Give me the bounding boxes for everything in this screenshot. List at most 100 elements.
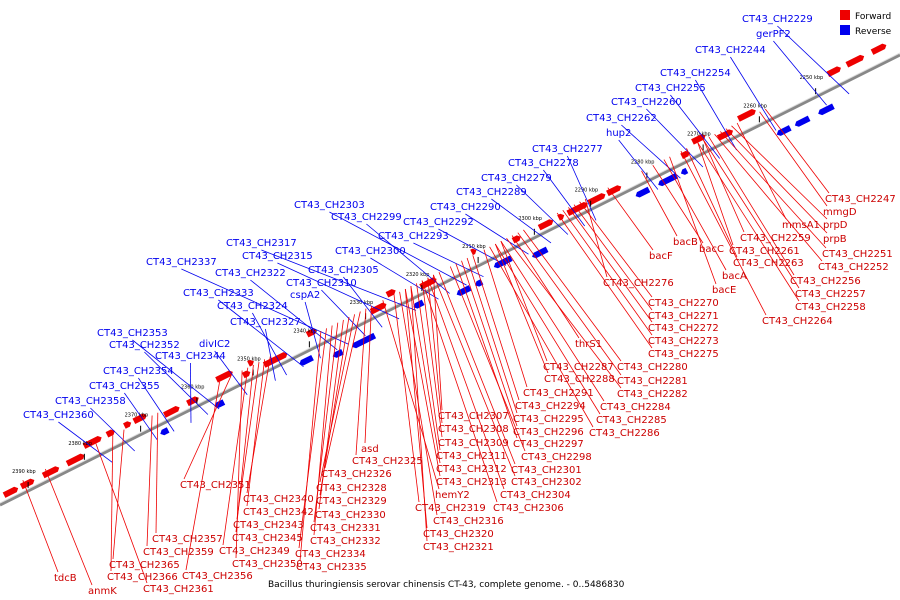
forward-gene-label[interactable]: CT43_CH2270 <box>648 298 719 309</box>
forward-gene-label[interactable]: CT43_CH2308 <box>438 424 509 435</box>
reverse-gene-label[interactable]: CT43_CH2337 <box>146 257 217 268</box>
forward-gene-label[interactable]: CT43_CH2285 <box>596 415 667 426</box>
forward-gene-label[interactable]: CT43_CH2280 <box>617 362 688 373</box>
reverse-gene-label[interactable]: CT43_CH2353 <box>97 328 168 339</box>
forward-gene-label[interactable]: CT43_CH2319 <box>415 503 486 514</box>
reverse-gene-label[interactable]: divIC2 <box>199 339 230 350</box>
reverse-gene-label[interactable]: CT43_CH2305 <box>308 265 379 276</box>
reverse-gene-label[interactable]: CT43_CH2310 <box>286 278 357 289</box>
forward-gene-label[interactable]: CT43_CH2261 <box>729 246 800 257</box>
reverse-gene-label[interactable]: CT43_CH2229 <box>742 14 813 25</box>
forward-gene-label[interactable]: CT43_CH2343 <box>233 520 304 531</box>
forward-gene-label[interactable]: CT43_CH2291 <box>523 388 594 399</box>
reverse-gene-label[interactable]: hup2 <box>606 128 631 139</box>
forward-gene-label[interactable]: anmK <box>88 586 117 597</box>
forward-gene-label[interactable]: CT43_CH2345 <box>232 533 303 544</box>
forward-gene-label[interactable]: CT43_CH2309 <box>438 438 509 449</box>
forward-gene-label[interactable]: CT43_CH2263 <box>733 258 804 269</box>
forward-gene-label[interactable]: CT43_CH2359 <box>143 547 214 558</box>
reverse-gene-label[interactable]: CT43_CH2327 <box>230 317 301 328</box>
forward-gene-label[interactable]: CT43_CH2257 <box>795 289 866 300</box>
forward-gene-label[interactable]: CT43_CH2294 <box>515 401 586 412</box>
forward-gene-label[interactable]: CT43_CH2271 <box>648 311 719 322</box>
forward-gene-label[interactable]: CT43_CH2331 <box>310 523 381 534</box>
reverse-gene-label[interactable]: CT43_CH2254 <box>660 68 731 79</box>
forward-gene-label[interactable]: bacA <box>722 271 747 282</box>
reverse-gene-label[interactable]: CT43_CH2289 <box>456 187 527 198</box>
reverse-gene-label[interactable]: CT43_CH2354 <box>103 366 174 377</box>
forward-gene-label[interactable]: CT43_CH2264 <box>762 316 833 327</box>
forward-gene-label[interactable]: CT43_CH2320 <box>423 529 494 540</box>
forward-gene-label[interactable]: CT43_CH2297 <box>513 439 584 450</box>
reverse-gene-label[interactable]: CT43_CH2260 <box>611 97 682 108</box>
reverse-gene-label[interactable]: CT43_CH2293 <box>378 231 449 242</box>
reverse-gene-label[interactable]: CT43_CH2277 <box>532 144 603 155</box>
forward-gene-label[interactable]: CT43_CH2329 <box>316 496 387 507</box>
forward-gene-label[interactable]: CT43_CH2311 <box>436 451 507 462</box>
forward-gene-label[interactable]: CT43_CH2326 <box>321 469 392 480</box>
forward-gene-label[interactable]: CT43_CH2295 <box>513 414 584 425</box>
reverse-gene-label[interactable]: cspA2 <box>290 290 320 301</box>
forward-gene-label[interactable]: CT43_CH2357 <box>152 534 223 545</box>
forward-gene-label[interactable]: CT43_CH2302 <box>511 477 582 488</box>
forward-gene-label[interactable]: bacC <box>699 244 724 255</box>
forward-gene-label[interactable]: CT43_CH2342 <box>243 507 314 518</box>
forward-gene-label[interactable]: hemY2 <box>435 490 470 501</box>
forward-gene-label[interactable]: bacB <box>673 237 698 248</box>
forward-gene-label[interactable]: prpD <box>823 220 848 231</box>
reverse-gene-label[interactable]: CT43_CH2290 <box>430 202 501 213</box>
forward-gene-label[interactable]: CT43_CH2313 <box>436 477 507 488</box>
forward-gene-label[interactable]: CT43_CH2325 <box>352 456 423 467</box>
reverse-gene-label[interactable]: CT43_CH2299 <box>331 212 402 223</box>
forward-gene-label[interactable]: CT43_CH2335 <box>296 562 367 573</box>
reverse-gene-label[interactable]: CT43_CH2317 <box>226 238 297 249</box>
reverse-gene-label[interactable]: CT43_CH2358 <box>55 396 126 407</box>
forward-gene-label[interactable]: CT43_CH2247 <box>825 194 896 205</box>
forward-gene-label[interactable]: CT43_CH2356 <box>182 571 253 582</box>
forward-gene-label[interactable]: CT43_CH2275 <box>648 349 719 360</box>
forward-gene-label[interactable]: CT43_CH2307 <box>438 411 509 422</box>
forward-gene-label[interactable]: mmsA1 <box>782 220 820 231</box>
reverse-gene-label[interactable]: CT43_CH2315 <box>242 251 313 262</box>
reverse-gene-label[interactable]: CT43_CH2333 <box>183 288 254 299</box>
forward-gene-label[interactable]: CT43_CH2256 <box>790 276 861 287</box>
reverse-gene-label[interactable]: CT43_CH2322 <box>215 268 286 279</box>
forward-gene-label[interactable]: tdcB <box>54 573 77 584</box>
forward-gene-label[interactable]: CT43_CH2334 <box>295 549 366 560</box>
reverse-gene-label[interactable]: gerPF2 <box>756 29 791 40</box>
reverse-gene-label[interactable]: CT43_CH2352 <box>109 340 180 351</box>
forward-gene-label[interactable]: thrS1 <box>575 339 602 350</box>
forward-gene-label[interactable]: CT43_CH2312 <box>436 464 507 475</box>
forward-gene-label[interactable]: CT43_CH2259 <box>740 233 811 244</box>
forward-gene-label[interactable]: prpB <box>823 234 847 245</box>
forward-gene-label[interactable]: CT43_CH2366 <box>107 572 178 583</box>
forward-gene-label[interactable]: CT43_CH2321 <box>423 542 494 553</box>
forward-gene-label[interactable]: CT43_CH2328 <box>316 483 387 494</box>
forward-gene-label[interactable]: CT43_CH2288 <box>544 374 615 385</box>
forward-gene-label[interactable]: CT43_CH2276 <box>603 278 674 289</box>
forward-gene-label[interactable]: CT43_CH2252 <box>818 262 889 273</box>
forward-gene-label[interactable]: CT43_CH2298 <box>521 452 592 463</box>
forward-gene-label[interactable]: CT43_CH2351 <box>180 480 251 491</box>
forward-gene-label[interactable]: CT43_CH2251 <box>822 249 893 260</box>
forward-gene-label[interactable]: CT43_CH2340 <box>243 494 314 505</box>
forward-gene-label[interactable]: bacE <box>712 285 736 296</box>
forward-gene-label[interactable]: CT43_CH2316 <box>433 516 504 527</box>
forward-gene-label[interactable]: mmgD <box>823 207 857 218</box>
forward-gene-label[interactable]: bacF <box>649 251 673 262</box>
forward-gene-label[interactable]: CT43_CH2296 <box>513 427 584 438</box>
forward-gene-label[interactable]: CT43_CH2272 <box>648 323 719 334</box>
reverse-gene-label[interactable]: CT43_CH2300 <box>335 246 406 257</box>
reverse-gene-label[interactable]: CT43_CH2278 <box>508 158 579 169</box>
reverse-gene-label[interactable]: CT43_CH2262 <box>586 113 657 124</box>
forward-gene-label[interactable]: CT43_CH2330 <box>315 510 386 521</box>
reverse-gene-label[interactable]: CT43_CH2360 <box>23 410 94 421</box>
forward-gene-label[interactable]: CT43_CH2306 <box>493 503 564 514</box>
reverse-gene-label[interactable]: CT43_CH2279 <box>481 173 552 184</box>
reverse-gene-label[interactable]: CT43_CH2344 <box>155 351 226 362</box>
reverse-gene-label[interactable]: CT43_CH2355 <box>89 381 160 392</box>
reverse-gene-label[interactable]: CT43_CH2244 <box>695 45 766 56</box>
forward-gene-label[interactable]: CT43_CH2273 <box>648 336 719 347</box>
forward-gene-label[interactable]: CT43_CH2282 <box>617 389 688 400</box>
reverse-gene-label[interactable]: CT43_CH2303 <box>294 200 365 211</box>
